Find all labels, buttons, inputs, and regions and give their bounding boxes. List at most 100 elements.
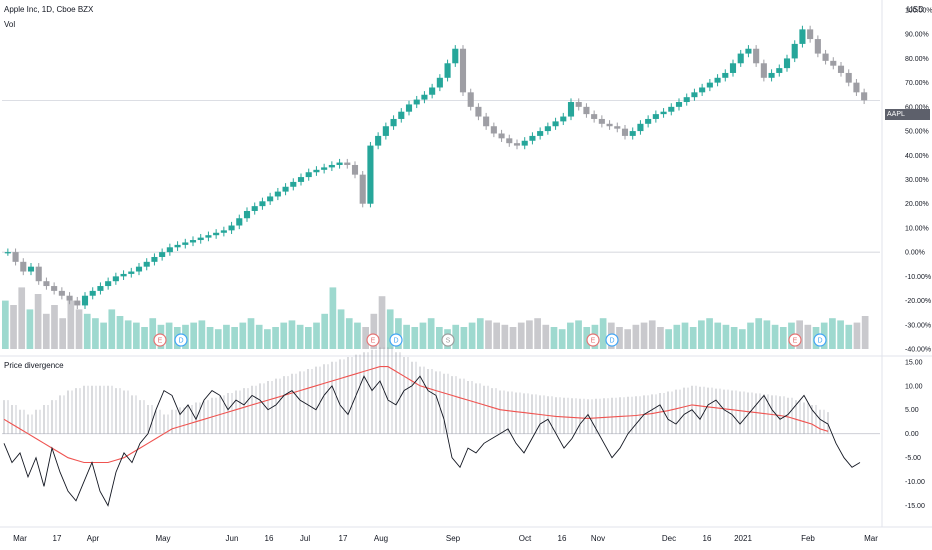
candle-body [475, 106, 482, 117]
osc-axis-tick-label: -10.00 [905, 479, 925, 486]
volume-bar [648, 320, 656, 349]
volume-bar [567, 322, 574, 349]
candle-body [745, 48, 752, 54]
candle-body [845, 72, 852, 83]
candle-body [776, 68, 783, 73]
candle-body [205, 235, 212, 238]
candle-body [544, 126, 551, 132]
candle-body [305, 172, 312, 178]
candle-body [359, 174, 366, 204]
volume-bar [689, 327, 697, 349]
volume-bar [558, 329, 566, 349]
event-badge-letter: D [393, 338, 398, 345]
volume-bar [100, 322, 107, 349]
candle-body [58, 290, 65, 296]
time-axis-tick-label: May [155, 534, 170, 543]
osc-axis-tick-label: 0.00 [905, 431, 919, 438]
volume-bar [493, 322, 501, 349]
candle-body [112, 276, 119, 282]
price-axis-tick-label: 0.00% [905, 250, 925, 257]
price-tag: AAPL 62.67% [885, 109, 930, 129]
volume-bar [747, 322, 754, 349]
price-axis-tick-label: -30.00% [905, 322, 931, 329]
osc-ma-line [3, 366, 829, 464]
volume-bar [681, 322, 689, 349]
price-axis-tick-label: 80.00% [905, 56, 929, 63]
candle-body [830, 60, 837, 66]
candle-body [143, 261, 150, 267]
candle-body [89, 290, 96, 296]
volume-bar [509, 327, 517, 349]
candle-body [722, 72, 729, 78]
candle-body [174, 244, 181, 248]
candle-body [197, 237, 204, 241]
candle-body [236, 218, 243, 226]
candle-body [344, 162, 351, 165]
volume-bar [116, 316, 124, 349]
price-axis-tick-label: -10.00% [905, 274, 931, 281]
candle-body [537, 131, 544, 136]
candle-body [182, 242, 189, 245]
volume-bar [755, 318, 763, 349]
oscillator-title: Price divergence [4, 361, 64, 370]
time-axis-tick-label: Sep [446, 534, 461, 543]
event-badge-earnings [788, 333, 802, 347]
candle-body [529, 135, 536, 141]
candle-body [97, 286, 104, 291]
volume-bar [223, 324, 230, 349]
candle-body [336, 162, 343, 165]
event-badge-dividend [174, 333, 188, 347]
candle-body [243, 210, 251, 219]
candle-body [105, 281, 112, 287]
volume-bar [763, 320, 771, 349]
time-axis-tick-label: 2021 [734, 534, 752, 543]
volume-bar [632, 324, 640, 349]
volume-bar [345, 318, 353, 349]
volume-bar [51, 305, 58, 349]
volume-bar [468, 322, 476, 349]
time-axis-tick-label: Oct [519, 534, 532, 543]
volume-bar [386, 309, 394, 349]
candle-body [753, 48, 760, 64]
candle-body [444, 63, 451, 78]
candle-body [313, 169, 320, 173]
volume-bar [550, 327, 558, 349]
candle-body [567, 102, 575, 117]
volume-bar [10, 305, 17, 349]
volume-bar [542, 324, 550, 349]
volume-bar [280, 322, 288, 349]
volume-bar [313, 322, 320, 349]
osc-axis-tick-label: 15.00 [905, 359, 923, 366]
volume-bar [67, 300, 75, 349]
volume-bar [501, 324, 509, 349]
volume-bar [476, 318, 484, 349]
event-badge-letter: E [591, 338, 596, 345]
volume-bar [149, 318, 157, 349]
candle-body [861, 92, 868, 101]
volume-bar [231, 327, 238, 349]
volume-bar [288, 320, 296, 349]
volume-bar [59, 318, 67, 349]
time-axis-tick-label: Dec [662, 534, 676, 543]
osc-axis-tick-label: -15.00 [905, 503, 925, 510]
candle-body [20, 261, 27, 272]
candle-body [189, 240, 197, 243]
candle-body [699, 87, 706, 93]
candle-body [614, 126, 621, 129]
candle-body [814, 39, 821, 54]
volume-bar [640, 322, 648, 349]
candle-body [675, 102, 683, 107]
time-axis-tick-label: Mar [864, 534, 878, 543]
volume-bar [427, 318, 435, 349]
event-badge-split [441, 333, 455, 347]
volume-bar [108, 309, 116, 349]
candle-body [560, 116, 567, 122]
candle-body [591, 114, 598, 119]
event-badge-letter: D [178, 338, 183, 345]
volume-bar [329, 287, 337, 349]
candle-body [81, 295, 89, 306]
volume-bar [706, 318, 713, 349]
volume-bar [714, 322, 722, 349]
price-axis-tick-label: 60.00% [905, 104, 929, 111]
